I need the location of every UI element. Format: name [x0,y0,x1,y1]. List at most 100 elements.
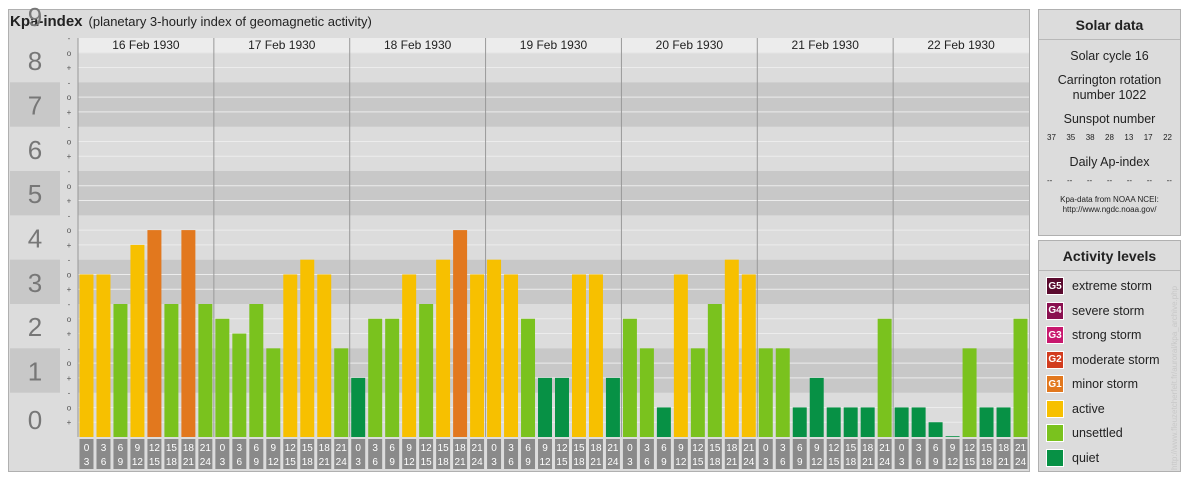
solar-data-panel: Solar data Solar cycle 16 Carrington rot… [1038,9,1181,236]
kp-bar [877,318,892,437]
interval-label-bg [809,439,824,469]
kp-bar [521,318,536,437]
kp-bar [605,377,620,437]
kp-bar [555,377,569,437]
kp-bar [775,348,790,437]
interval-label-bg [164,439,179,469]
minor-tick-mark: + [67,285,72,294]
sunspot-value: 17 [1143,133,1153,142]
interval-start-label: 9 [814,443,820,454]
interval-label-bg [843,439,858,469]
sunspot-label: Sunspot number [1063,112,1156,126]
minor-tick-mark: - [68,300,71,309]
interval-end-label: 15 [692,457,704,468]
interval-end-label: 12 [947,457,959,468]
credit-source: Kpa-data from NOAA NCEI: [1060,195,1159,204]
interval-label-bg [368,439,383,469]
interval-start-label: 12 [285,443,297,454]
kp-bar [487,259,502,437]
interval-label-bg [741,439,756,469]
interval-end-label: 24 [472,457,484,468]
day-header-bg [78,38,214,52]
activity-levels-heading: Activity levels [1039,241,1180,271]
kp-bar [707,304,722,437]
legend-label: severe storm [1072,303,1145,318]
minor-tick-mark: + [67,108,72,117]
interval-end-label: 9 [118,457,124,468]
legend-label: active [1072,401,1105,416]
kp-bar [402,274,417,437]
y-axis-band [10,38,60,83]
interval-start-label: 12 [692,443,704,454]
legend-item: G4 severe storm [1039,299,1180,324]
interval-end-label: 24 [743,457,755,468]
interval-label-bg [470,439,485,469]
y-tick-label: 8 [28,46,42,76]
interval-end-label: 6 [237,457,243,468]
interval-label-bg [571,439,586,469]
kp-bar [741,274,756,437]
minor-tick-mark: - [68,167,71,176]
interval-end-label: 9 [254,457,260,468]
kp-band [78,215,1029,260]
minor-tick-mark: - [68,389,71,398]
y-tick-label: 9 [28,2,42,32]
y-tick-label: 6 [28,135,42,165]
kp-bar [894,407,909,437]
y-axis-band [10,215,60,260]
interval-end-label: 9 [389,457,395,468]
kp-bar [113,304,128,437]
interval-start-label: 18 [998,443,1010,454]
minor-tick-mark: o [67,137,72,146]
interval-start-label: 12 [828,443,840,454]
kp-bar [232,333,247,437]
interval-end-label: 15 [421,457,433,468]
kp-bar [656,407,671,437]
minor-tick-mark: o [67,315,72,324]
kp-bar [198,304,213,437]
interval-start-label: 0 [355,443,361,454]
interval-label-bg [894,439,909,469]
interval-label-bg [181,439,196,469]
interval-start-label: 21 [879,443,891,454]
legend-item: quiet [1039,446,1180,471]
day-header: 22 Feb 1930 [927,38,995,52]
interval-label-bg [639,439,654,469]
kp-bar [979,407,994,437]
legend-item: unsettled [1039,421,1180,446]
ap-index-value: -- [1126,176,1133,185]
interval-label-bg [826,439,841,469]
kp-bar [860,407,875,437]
legend-label: unsettled [1072,426,1123,441]
kp-bar [266,348,281,437]
credit-url[interactable]: http://www.ngdc.noaa.gov/ [1062,205,1157,214]
interval-label-bg [453,439,468,469]
kp-bar [470,274,485,437]
interval-start-label: 9 [678,443,684,454]
kp-bar [300,259,315,437]
kp-band [78,259,1029,304]
interval-start-label: 18 [455,443,467,454]
kp-bar [130,244,145,437]
interval-label-bg [487,439,502,469]
interval-end-label: 18 [845,457,857,468]
interval-end-label: 21 [455,457,467,468]
interval-end-label: 9 [525,457,531,468]
day-header: 21 Feb 1930 [792,38,860,52]
interval-start-label: 21 [1015,443,1027,454]
ap-index-value: -- [1086,176,1093,185]
sunspot-values: 37 35 38 28 13 17 22 [1039,133,1180,142]
legend-label: moderate storm [1072,352,1160,367]
interval-end-label: 12 [811,457,823,468]
interval-start-label: 3 [780,443,786,454]
interval-start-label: 21 [472,443,484,454]
solar-data-heading: Solar data [1039,10,1180,40]
day-header-bg [485,38,622,52]
ap-index-value: -- [1047,176,1053,185]
kp-bar [334,348,349,437]
legend-swatch: G5 [1046,277,1064,296]
interval-end-label: 18 [302,457,314,468]
y-tick-label: 4 [28,224,42,254]
y-tick-label: 0 [28,405,42,435]
minor-tick-mark: + [67,374,72,383]
